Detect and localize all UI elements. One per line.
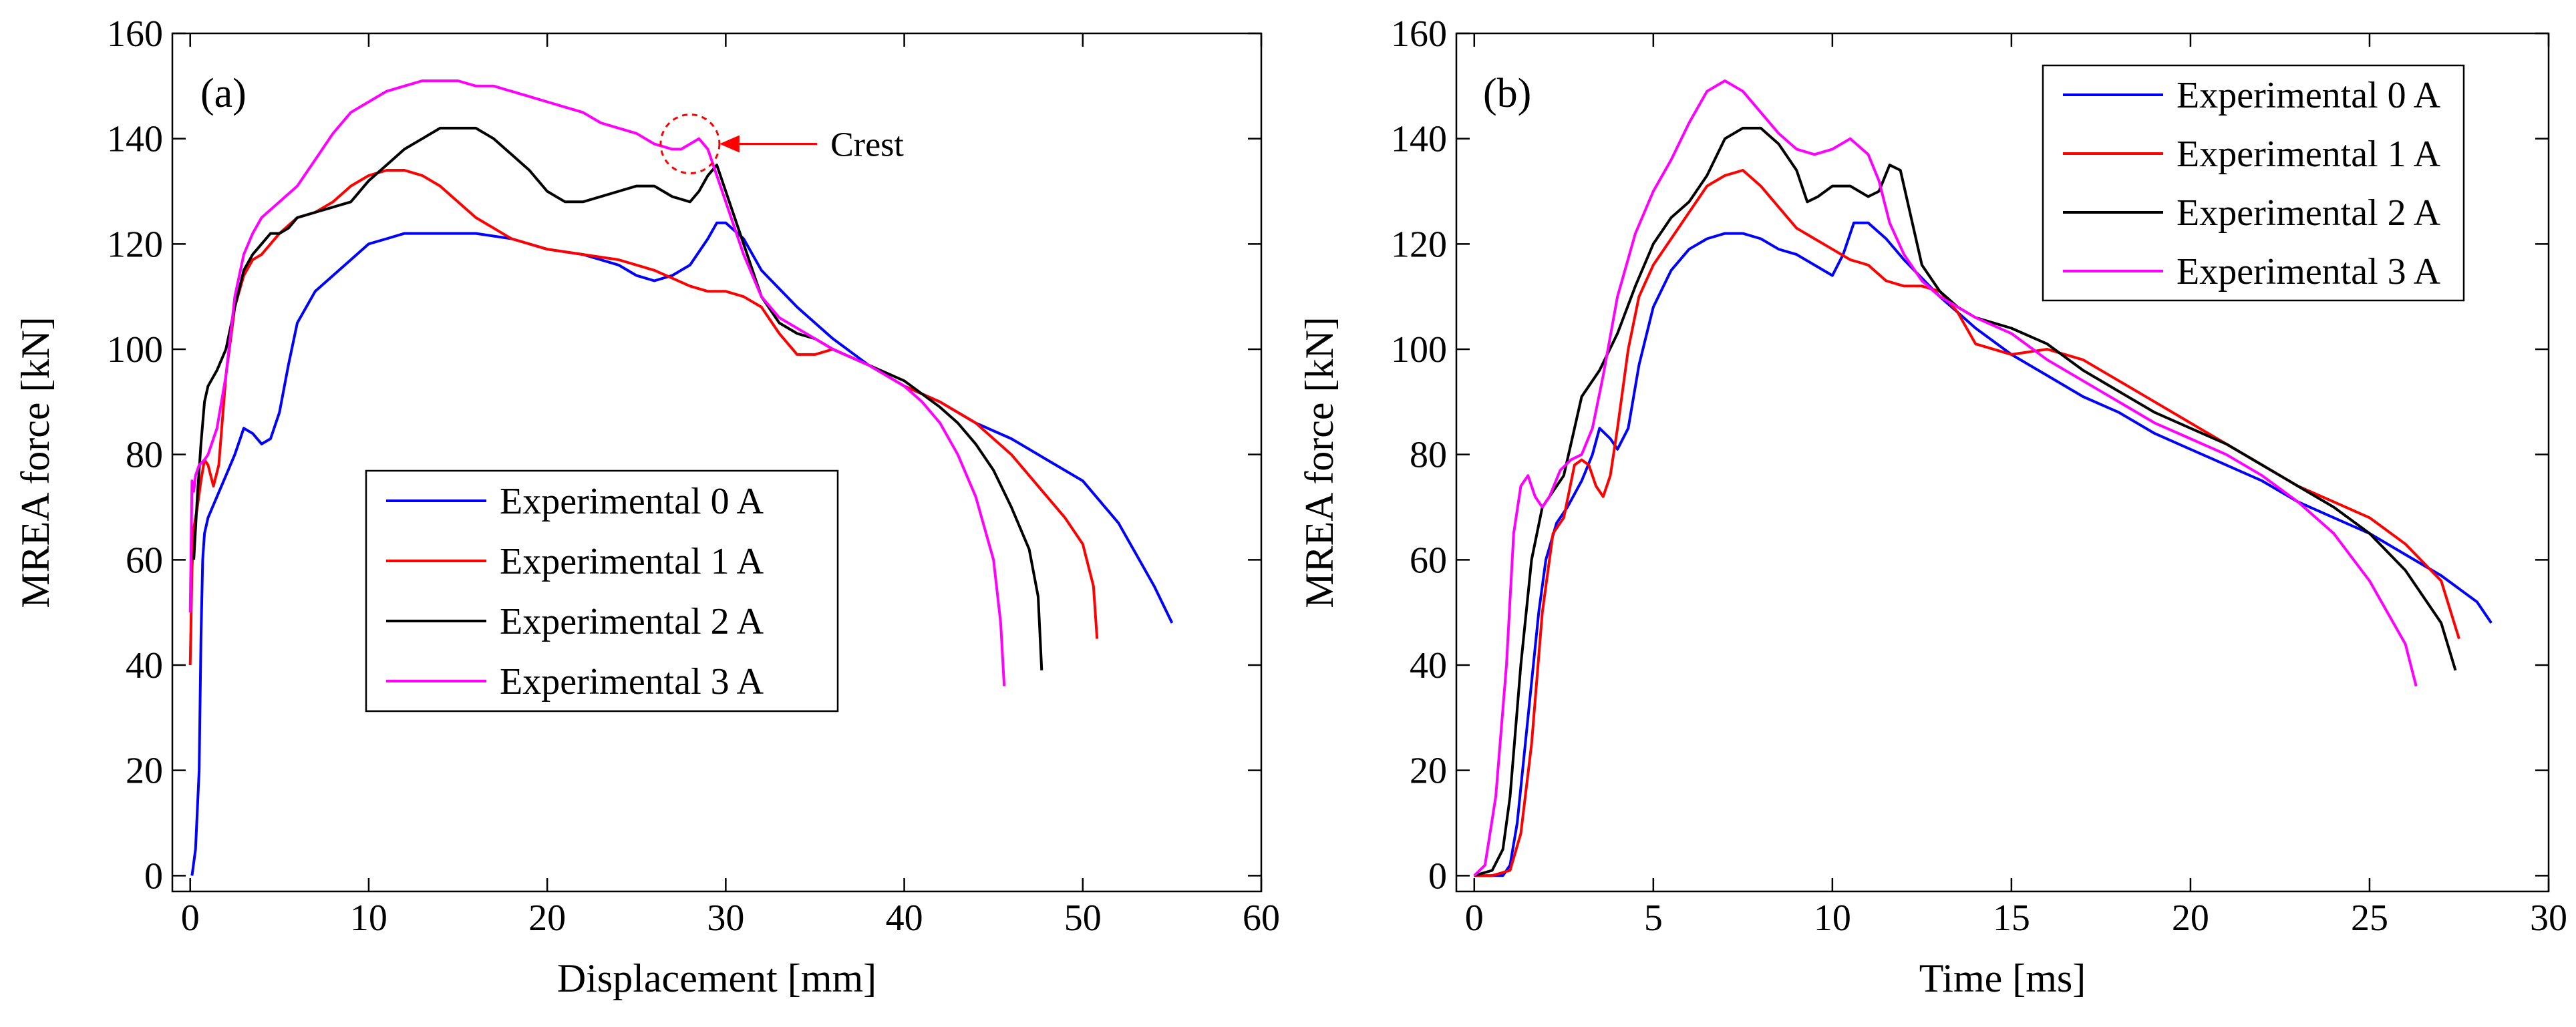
- panel-b-series-1a-line: [1474, 169, 2460, 877]
- panel-b-label: (b): [1483, 71, 1531, 116]
- panel-a-x-tick-label: 60: [1243, 897, 1280, 939]
- panel-b-plot-frame: [1455, 32, 2550, 893]
- panel-b-series-0a-line: [1474, 221, 2492, 877]
- panel-a-legend-box: [365, 469, 839, 712]
- panel-b-y-tick-label: 20: [1410, 751, 1447, 792]
- panel-b-x-tick-label: 5: [1644, 897, 1663, 939]
- panel-a-legend-label-2a: Experimental 2 A: [500, 601, 764, 642]
- panel-a-y-tick-label: 120: [107, 224, 163, 265]
- panel-b-y-tick-label: 160: [1391, 13, 1447, 55]
- panel-b-legend-label-2a: Experimental 2 A: [2177, 192, 2441, 234]
- panel-b-legend-label-3a: Experimental 3 A: [2177, 251, 2441, 292]
- panel-a-legend-label-3a: Experimental 3 A: [500, 661, 764, 702]
- panel-b-legend-label-0a: Experimental 0 A: [2177, 75, 2441, 116]
- panel-b-y-tick-label: 120: [1391, 224, 1447, 265]
- panel-b-x-axis-label: Time [ms]: [1919, 956, 2086, 1000]
- crest-arrow-head: [719, 135, 740, 153]
- panel-a-x-tick-label: 0: [181, 897, 200, 939]
- panel-a-x-tick-label: 40: [886, 897, 923, 939]
- panel-b-x-tick-label: 15: [1993, 897, 2030, 939]
- panel-a-label: (a): [200, 71, 247, 116]
- panel-b-y-tick-label: 60: [1410, 540, 1447, 581]
- panel-a-legend: Experimental 0 A Experimental 1 A Experi…: [365, 469, 839, 712]
- panel-a-y-tick-label: 160: [107, 13, 163, 55]
- panel-a-series-layer: [188, 79, 1174, 876]
- panel-a-y-tick-label: 20: [126, 751, 163, 792]
- panel-b-y-tick-label: 80: [1410, 435, 1447, 476]
- panel-b-y-tick-label: 0: [1428, 855, 1447, 897]
- panel-a-axis-ticks: 0 10 20 30 40 50 60 0 20 40 60 80 100 120 140 160: [107, 13, 1280, 939]
- crest-label: Crest: [830, 126, 904, 164]
- panel-a-x-axis-label: Displacement [mm]: [557, 956, 876, 1000]
- panel-a-y-tick-label: 60: [126, 540, 163, 581]
- panel-b-x-tick-label: 30: [2530, 897, 2567, 939]
- panel-a-y-tick-label: 140: [107, 119, 163, 160]
- panel-a-legend-label-0a: Experimental 0 A: [500, 481, 764, 522]
- panel-a-legend-label-1a: Experimental 1 A: [500, 541, 764, 582]
- panel-a-y-tick-label: 40: [126, 645, 163, 686]
- panel-b-y-axis-label: MREA force [kN]: [1297, 317, 1341, 608]
- panel-b-chart: 0 5 10 15 20 25 30 0 20 40 60 80 100 120 140 160 (b) Ti…: [1297, 13, 2567, 1000]
- panel-a-chart: 0 10 20 30 40 50 60 0 20 40 60 80 100 120 140 160 (a) D…: [13, 13, 1280, 1000]
- panel-b-series-3a-line: [1473, 79, 2418, 877]
- panel-b-series-layer: [1473, 79, 2492, 877]
- panel-a-x-tick-label: 20: [528, 897, 566, 939]
- panel-a-y-axis-label: MREA force [kN]: [13, 317, 57, 608]
- panel-b-legend-label-1a: Experimental 1 A: [2177, 134, 2441, 175]
- panel-a-x-tick-label: 10: [350, 897, 387, 939]
- panel-a-y-tick-label: 100: [107, 329, 163, 371]
- panel-b-legend: Experimental 0 A Experimental 1 A Experi…: [2042, 64, 2465, 302]
- panel-a-crest-annotation: Crest: [659, 114, 904, 175]
- panel-a-y-tick-label: 80: [126, 435, 163, 476]
- panel-b-x-tick-label: 0: [1465, 897, 1484, 939]
- panel-b-series-2a-line: [1474, 126, 2457, 877]
- panel-a-x-tick-label: 30: [707, 897, 744, 939]
- panel-b-y-tick-label: 100: [1391, 329, 1447, 371]
- panel-a-plot-frame: [171, 32, 1263, 893]
- panel-b-legend-box: [2042, 64, 2465, 302]
- panel-b-x-tick-label: 25: [2351, 897, 2388, 939]
- panel-b-x-tick-label: 10: [1814, 897, 1851, 939]
- panel-a-y-tick-label: 0: [144, 855, 163, 897]
- panel-b-y-tick-label: 140: [1391, 119, 1447, 160]
- panel-b-x-tick-label: 20: [2172, 897, 2209, 939]
- panel-b-y-tick-label: 40: [1410, 645, 1447, 686]
- panel-a-x-tick-label: 50: [1064, 897, 1102, 939]
- panel-b-axis-ticks: 0 5 10 15 20 25 30 0 20 40 60 80 100 120 140 160: [1391, 13, 2567, 939]
- panel-a-series-3a-line: [188, 79, 1006, 686]
